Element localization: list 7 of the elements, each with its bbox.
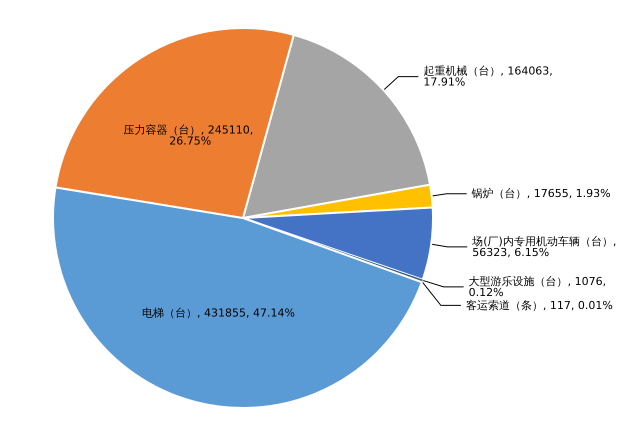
slice-label: 客运索道（条）, 117, 0.01% <box>466 298 613 312</box>
slice-label: 起重机械（台）, 164063, 17.91% <box>423 64 556 89</box>
slice-label: 压力容器（台）, 245110, 26.75% <box>124 123 257 148</box>
slice-label: 场(厂)内专用机动车辆（台）, 56323, 6.15% <box>471 234 620 259</box>
slice-label: 电梯（台）, 431855, 47.14% <box>142 306 295 320</box>
slice-label: 锅炉（台）, 17655, 1.93% <box>470 187 611 200</box>
slice-label: 大型游乐设施（台）, 1076, 0.12% <box>468 274 610 299</box>
